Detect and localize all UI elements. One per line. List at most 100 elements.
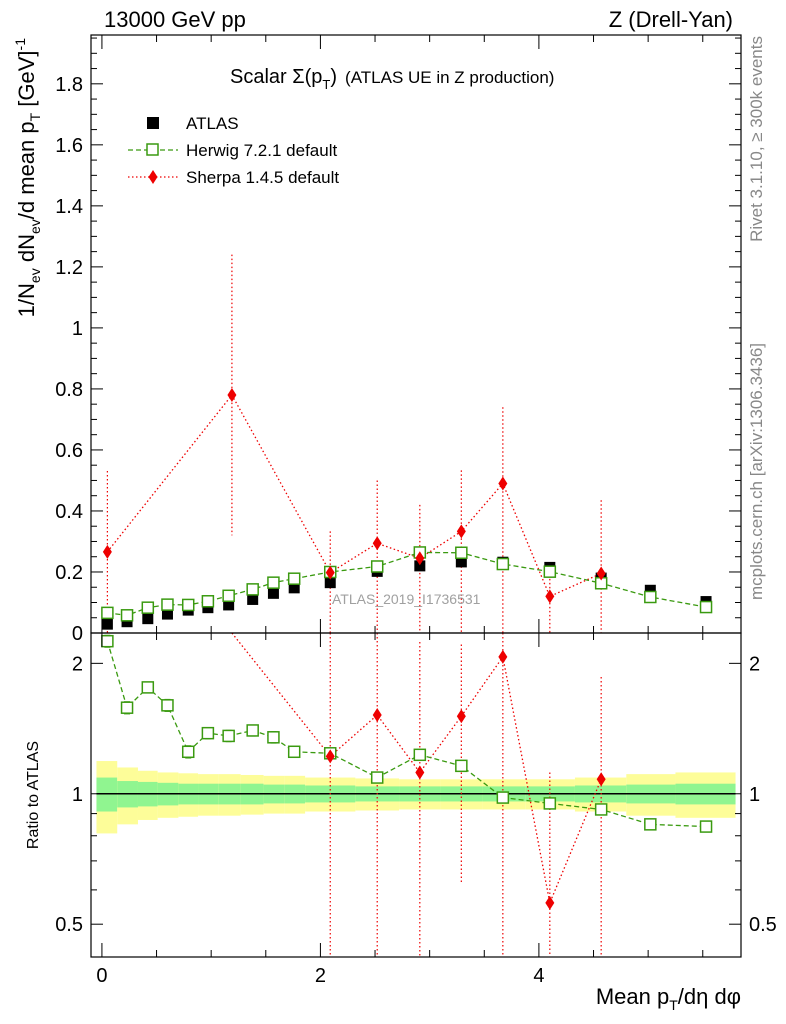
herwig-ratio-point (101, 634, 114, 648)
sherpa-ratio-offscale-line (231, 632, 331, 757)
y-tick-label: 1.8 (55, 74, 83, 96)
herwig-point (496, 557, 510, 571)
x-tick-label: 0 (96, 965, 107, 987)
analysis-watermark: ATLAS_2019_I1736531 (332, 591, 481, 607)
herwig-ratio-point (201, 726, 215, 740)
herwig-point (543, 565, 557, 578)
herwig-ratio-point (141, 681, 155, 694)
herwig-ratio-point (543, 797, 557, 810)
herwig-point (455, 546, 468, 560)
atlas-point (455, 556, 467, 568)
sherpa-ratio-point (372, 707, 382, 722)
herwig-point (246, 583, 259, 596)
sherpa-point (498, 476, 508, 491)
atlas-point (644, 584, 656, 596)
rivet-version-label: Rivet 3.1.10, ≥ 300k events (747, 36, 766, 242)
herwig-point (141, 601, 155, 614)
sherpa-point (596, 566, 606, 581)
ratio-y-tick-label-right: 1 (749, 784, 760, 806)
herwig-ratio-point (496, 791, 510, 804)
chart-title: Scalar Σ(pT) (ATLAS UE in Z production) (230, 66, 554, 92)
herwig-ratio-point (120, 701, 134, 714)
herwig-point (222, 589, 235, 603)
herwig-point (161, 598, 174, 611)
atlas-point (142, 613, 154, 625)
herwig-point (181, 598, 195, 612)
sherpa-point (102, 544, 112, 559)
herwig-ratio-point (287, 745, 301, 759)
series-layer (101, 254, 713, 957)
mcplots-source-label: mcplots.cern.ch [arXiv:1306.3436] (747, 343, 766, 600)
legend-sherpa-label: Sherpa 1.4.5 default (186, 168, 339, 187)
sherpa-line (106, 393, 602, 598)
herwig-point (201, 595, 215, 608)
ratio-y-tick-label-right: 0.5 (749, 914, 777, 936)
herwig-point (101, 606, 114, 620)
atlas-point (324, 577, 336, 589)
sherpa-ratio-point (456, 709, 466, 724)
atlas-point (202, 602, 214, 614)
x-tick-label: 2 (315, 965, 326, 987)
herwig-ratio-point (699, 820, 713, 833)
y-tick-label: 0.4 (55, 501, 83, 523)
sherpa-point (415, 551, 425, 566)
legend-herwig-marker (146, 143, 159, 156)
herwig-point (644, 590, 657, 604)
herwig-point (699, 600, 713, 614)
ratio-y-tick-label-right: 2 (749, 653, 760, 675)
axes-layer: 0 0.2 0.4 0.6 0.8 1 1.2 1.4 1.6 1.8 0 2 4 0.5 0.5 1 1 2 2 (55, 35, 777, 987)
sherpa-point (325, 565, 335, 580)
header-energy: 13000 GeV pp (104, 7, 246, 32)
sherpa-point (456, 524, 466, 539)
legend-sherpa-marker (148, 170, 158, 184)
y-tick-label: 0.8 (55, 379, 83, 401)
atlas-point (414, 560, 426, 572)
legend-atlas-label: ATLAS (186, 114, 239, 133)
ratio-y-axis-label: Ratio to ATLAS (25, 741, 42, 849)
atlas-point (247, 593, 259, 605)
atlas-point (267, 587, 279, 599)
y-tick-label: 0.6 (55, 440, 83, 462)
y-tick-label: 0 (72, 623, 83, 645)
ratio-y-tick-label: 0.5 (55, 914, 83, 936)
herwig-ratio-point (246, 724, 259, 737)
y-tick-label: 1.4 (55, 196, 83, 218)
atlas-point (223, 599, 235, 611)
legend: ATLAS Herwig 7.2.1 default Sherpa 1.4.5 … (128, 114, 339, 187)
herwig-ratio-point (644, 818, 657, 831)
x-axis-label: Mean pT/dη dφ (596, 984, 741, 1013)
legend-herwig-label: Herwig 7.2.1 default (186, 141, 337, 160)
sherpa-ratio-point (415, 765, 425, 780)
x-tick-label: 4 (533, 965, 544, 987)
sherpa-point (372, 536, 382, 551)
atlas-point (121, 616, 133, 628)
herwig-ratio-point (222, 729, 235, 743)
herwig-ratio-point (161, 699, 174, 712)
herwig-ratio-point (455, 759, 468, 773)
atlas-point (288, 582, 300, 594)
sherpa-ratio-point (545, 895, 555, 910)
herwig-point (120, 609, 134, 622)
atlas-point (161, 608, 173, 620)
sherpa-point (227, 388, 237, 403)
ratio-y-tick-label: 2 (72, 653, 83, 675)
herwig-ratio-point (370, 771, 384, 784)
ratio-plot-frame (90, 632, 742, 958)
herwig-ratio-point (267, 731, 280, 744)
y-tick-label: 1.6 (55, 135, 83, 157)
sherpa-point (545, 589, 555, 604)
herwig-point (287, 572, 301, 585)
header-process: Z (Drell-Yan) (609, 7, 733, 32)
herwig-point (370, 560, 384, 573)
y-tick-label: 0.2 (55, 562, 83, 584)
y-tick-label: 1 (72, 318, 83, 340)
sherpa-ratio-point (498, 649, 508, 664)
herwig-ratio-point (181, 745, 195, 759)
legend-atlas-marker (147, 117, 159, 129)
herwig-point (267, 576, 280, 589)
y-axis-label: 1/Nev dNev/d mean pT [GeV]-1 (12, 38, 43, 318)
ratio-y-tick-label: 1 (72, 784, 83, 806)
atlas-point (101, 618, 113, 630)
herwig-ratio-point (413, 748, 427, 762)
